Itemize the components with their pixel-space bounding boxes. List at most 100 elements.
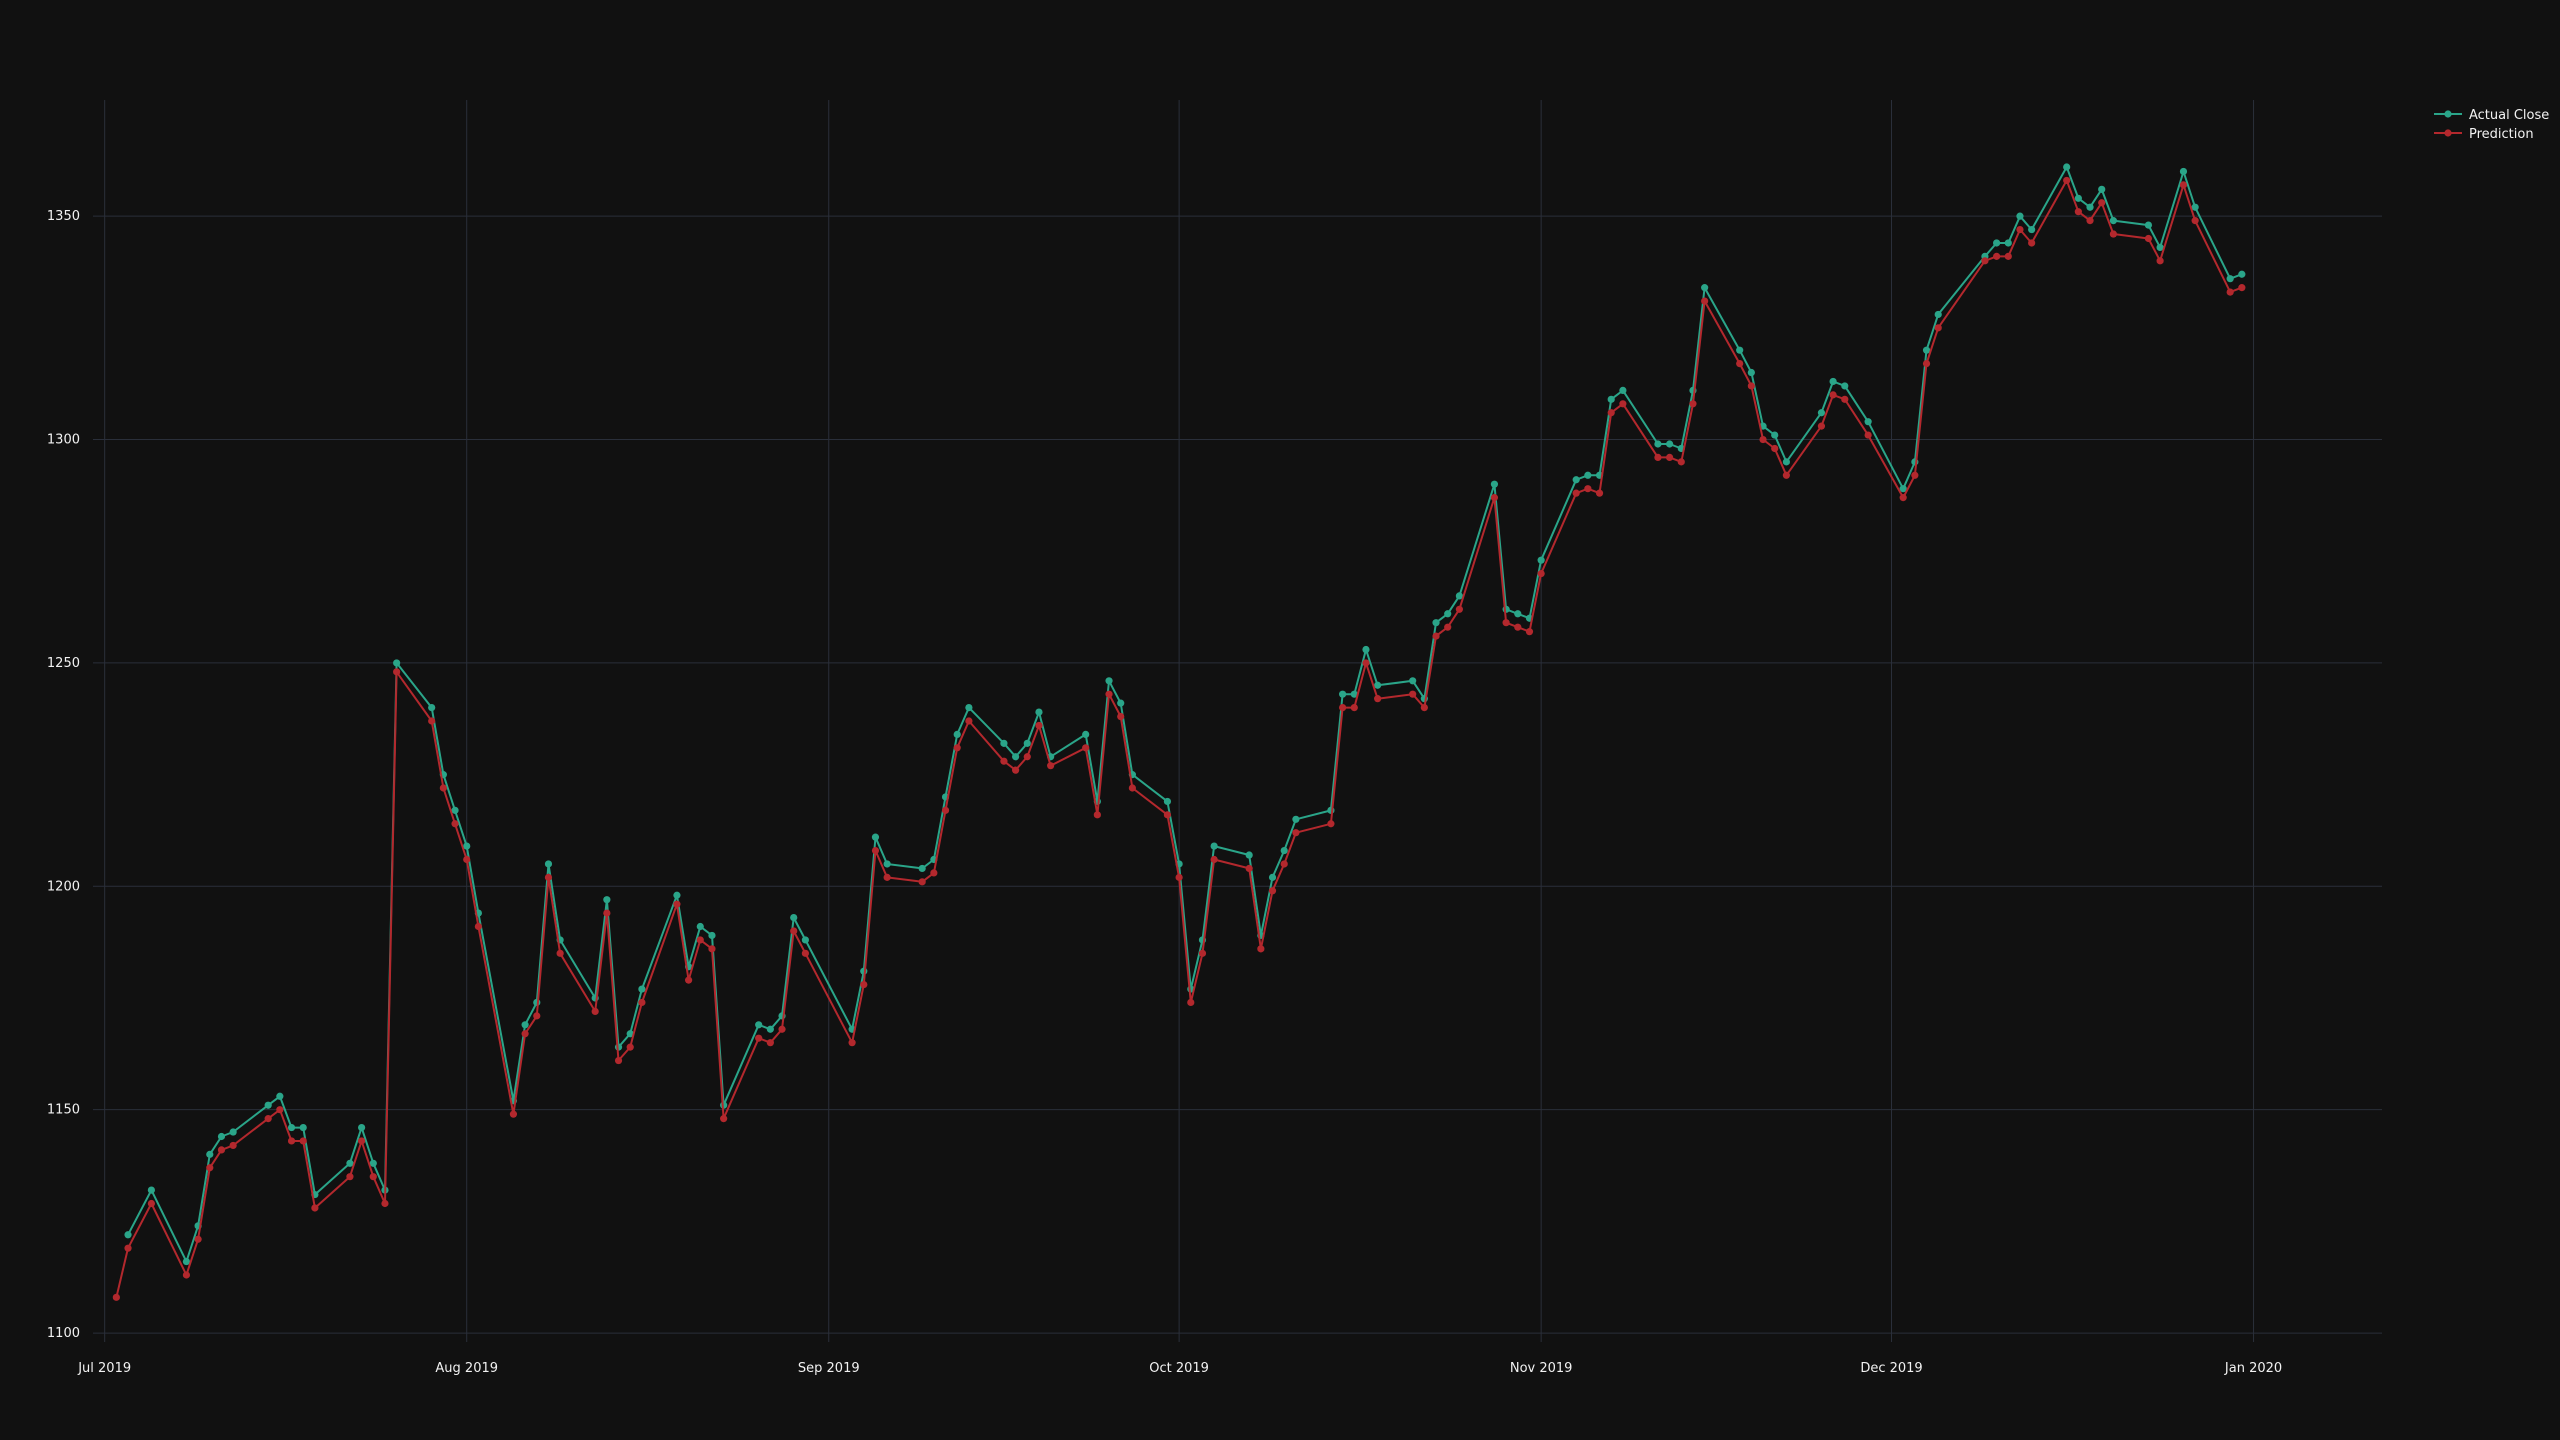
data-point[interactable] (2098, 199, 2106, 207)
data-point[interactable] (1187, 998, 1195, 1007)
data-point[interactable] (790, 913, 798, 922)
data-point[interactable] (2109, 217, 2117, 225)
data-point[interactable] (1619, 400, 1627, 408)
data-point[interactable] (1023, 753, 1031, 761)
data-point[interactable] (2074, 208, 2082, 216)
data-point[interactable] (1782, 471, 1790, 479)
data-point[interactable] (720, 1115, 728, 1123)
data-point[interactable] (1771, 444, 1779, 453)
data-point[interactable] (1864, 431, 1872, 439)
data-point[interactable] (2179, 167, 2188, 176)
data-point[interactable] (1268, 873, 1277, 881)
data-point[interactable] (1677, 458, 1685, 466)
data-point[interactable] (393, 659, 401, 667)
data-point[interactable] (229, 1141, 237, 1150)
data-point[interactable] (1198, 949, 1207, 957)
data-point[interactable] (147, 1186, 155, 1194)
legend[interactable]: Actual Close Prediction (2434, 108, 2549, 142)
data-point[interactable] (871, 846, 880, 855)
data-point[interactable] (801, 936, 809, 944)
data-point[interactable] (1117, 712, 1125, 721)
data-point[interactable] (1350, 703, 1358, 712)
data-point[interactable] (1899, 494, 1907, 502)
data-point[interactable] (755, 1034, 763, 1042)
data-point[interactable] (451, 806, 459, 814)
data-point[interactable] (953, 744, 961, 752)
data-point[interactable] (2074, 194, 2082, 202)
data-point[interactable] (626, 1030, 634, 1038)
data-point[interactable] (521, 1021, 529, 1029)
data-point[interactable] (1747, 368, 1755, 377)
data-point[interactable] (708, 931, 716, 940)
data-point[interactable] (1432, 632, 1440, 640)
data-point[interactable] (264, 1115, 272, 1123)
data-point[interactable] (2156, 243, 2164, 252)
data-point[interactable] (1654, 440, 1662, 448)
data-point[interactable] (463, 842, 471, 850)
data-point[interactable] (1619, 386, 1627, 394)
data-point[interactable] (1000, 739, 1008, 747)
data-point[interactable] (474, 922, 482, 931)
data-point[interactable] (1082, 730, 1090, 739)
data-point[interactable] (1537, 569, 1545, 578)
data-point[interactable] (1537, 556, 1545, 564)
data-point[interactable] (369, 1173, 377, 1181)
data-point[interactable] (1666, 440, 1674, 448)
data-point[interactable] (1934, 310, 1942, 319)
data-point[interactable] (1268, 887, 1277, 895)
data-point[interactable] (1584, 471, 1592, 479)
data-point[interactable] (1035, 708, 1043, 716)
data-point[interactable] (941, 806, 950, 814)
data-point[interactable] (1525, 628, 1534, 636)
data-point[interactable] (1864, 418, 1872, 426)
data-point[interactable] (1747, 382, 1755, 390)
data-point[interactable] (883, 873, 891, 881)
data-point[interactable] (1607, 395, 1615, 403)
data-point[interactable] (626, 1043, 634, 1051)
data-point[interactable] (1000, 757, 1008, 765)
data-point[interactable] (1409, 677, 1417, 685)
data-point[interactable] (766, 1025, 774, 1033)
data-point[interactable] (1595, 489, 1604, 497)
data-point[interactable] (1666, 453, 1674, 462)
data-point[interactable] (1782, 458, 1790, 466)
data-point[interactable] (299, 1123, 307, 1132)
data-point[interactable] (673, 891, 681, 899)
data-point[interactable] (1572, 489, 1580, 497)
data-point[interactable] (544, 873, 553, 881)
data-point[interactable] (2004, 239, 2012, 247)
data-point[interactable] (206, 1150, 214, 1158)
data-point[interactable] (1339, 690, 1347, 698)
data-point[interactable] (1771, 431, 1779, 439)
data-point[interactable] (1374, 695, 1382, 703)
data-point[interactable] (1245, 864, 1253, 873)
data-point[interactable] (965, 703, 973, 712)
data-point[interactable] (521, 1030, 529, 1038)
data-point[interactable] (2016, 212, 2024, 220)
data-point[interactable] (1175, 873, 1183, 881)
data-point[interactable] (1339, 703, 1347, 712)
data-point[interactable] (2028, 225, 2036, 234)
data-point[interactable] (1514, 610, 1522, 618)
data-point[interactable] (217, 1132, 226, 1141)
data-point[interactable] (1292, 829, 1300, 837)
data-point[interactable] (428, 717, 436, 725)
data-point[interactable] (1444, 623, 1452, 631)
data-point[interactable] (1934, 324, 1942, 332)
data-point[interactable] (2028, 239, 2036, 247)
data-point[interactable] (1899, 485, 1907, 493)
data-point[interactable] (801, 949, 809, 957)
data-point[interactable] (696, 922, 704, 931)
data-point[interactable] (860, 980, 868, 989)
data-point[interactable] (1280, 860, 1288, 868)
data-point[interactable] (1409, 690, 1417, 698)
data-point[interactable] (2086, 217, 2094, 225)
data-point[interactable] (147, 1199, 155, 1208)
data-point[interactable] (1082, 744, 1090, 752)
data-point[interactable] (2156, 257, 2164, 265)
data-point[interactable] (1817, 422, 1826, 430)
data-point[interactable] (1701, 284, 1709, 292)
data-point[interactable] (346, 1173, 354, 1181)
data-point[interactable] (930, 869, 938, 877)
data-point[interactable] (124, 1231, 132, 1239)
